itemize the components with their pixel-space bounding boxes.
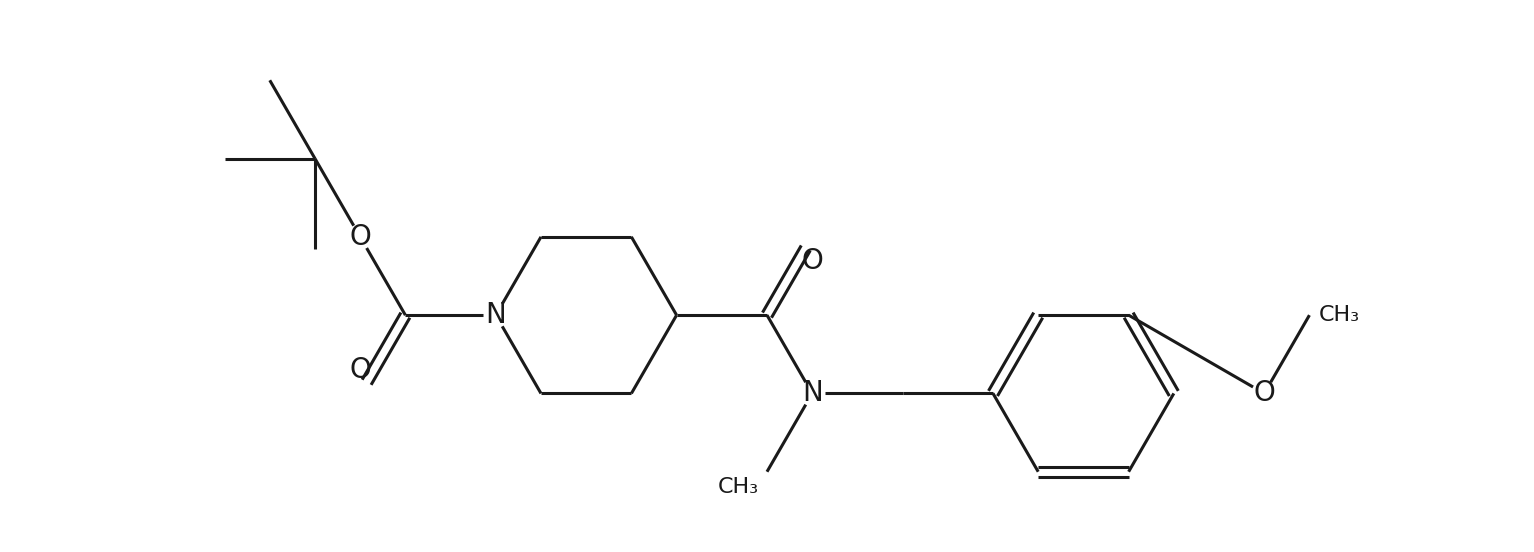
Text: N: N [485,301,506,329]
Text: O: O [1253,379,1275,407]
Text: CH₃: CH₃ [718,477,759,497]
Text: CH₃: CH₃ [1319,305,1361,325]
Text: N: N [802,379,822,407]
Text: O: O [350,223,371,251]
Text: O: O [801,247,824,274]
Text: O: O [350,355,371,384]
